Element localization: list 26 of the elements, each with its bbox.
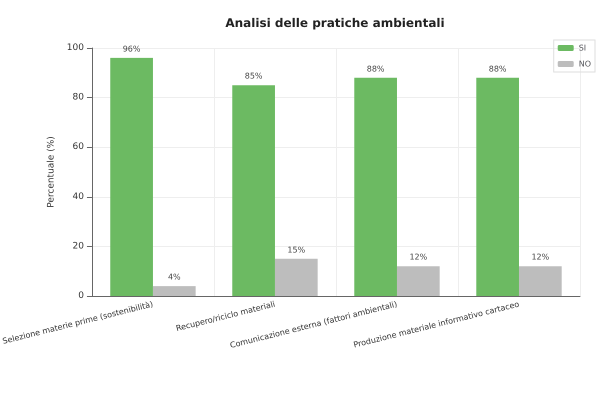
data-label: 4% [168, 272, 182, 282]
y-tick-label: 20 [72, 241, 84, 252]
y-tick-label: 60 [72, 142, 84, 152]
chart-title: Analisi delle pratiche ambientali [225, 16, 445, 30]
data-label: 88% [366, 64, 385, 74]
bar [152, 286, 196, 296]
y-tick-label: 80 [72, 92, 84, 103]
bar [476, 78, 519, 296]
bar [396, 266, 440, 296]
bar [354, 78, 397, 296]
bar [274, 258, 318, 296]
y-tick-label: 0 [78, 291, 84, 301]
y-axis-title: Percentuale (%) [46, 136, 56, 208]
bar [110, 58, 153, 296]
bar [232, 85, 275, 296]
data-label: 85% [244, 72, 263, 81]
data-label: 12% [531, 252, 550, 262]
legend-label: SI [578, 44, 586, 52]
data-label: 15% [287, 245, 306, 254]
y-tick-label: 100 [66, 43, 84, 53]
legend-label: NO [578, 60, 591, 68]
data-label: 96% [122, 44, 141, 54]
bar [518, 266, 562, 296]
data-label: 12% [409, 252, 428, 262]
data-label: 88% [488, 64, 507, 74]
y-tick-label: 40 [72, 192, 84, 202]
